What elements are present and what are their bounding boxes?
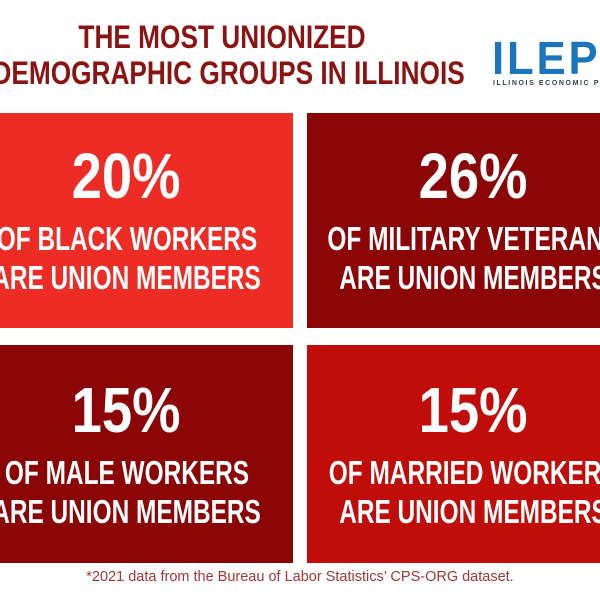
stat-card-male-workers: 15% OF MALE WORKERS ARE UNION MEMBERS [0,345,293,563]
stat-label-line1: OF MILITARY VETERANS [327,220,600,257]
stat-value: 26% [419,140,528,212]
stat-label-line2: ARE UNION MEMBERS [339,259,600,296]
stat-label-line2: ARE UNION MEMBERS [0,492,261,530]
stat-value: 20% [72,140,181,212]
stat-label-line1: OF BLACK WORKERS [0,220,257,257]
stat-card-black-workers: 20% OF BLACK WORKERS ARE UNION MEMBERS [0,113,293,328]
stat-label-line1: OF MARRIED WORKERS [329,453,600,491]
page-title: THE MOST UNIONIZED DEMOGRAPHIC GROUPS IN… [0,19,465,91]
stat-card-married-workers: 15% OF MARRIED WORKERS ARE UNION MEMBERS [307,345,600,563]
page-title-line2: DEMOGRAPHIC GROUPS IN ILLINOIS [0,55,465,91]
stat-card-military-veterans: 26% OF MILITARY VETERANS ARE UNION MEMBE… [307,113,600,328]
stat-value: 15% [72,373,181,446]
stat-value: 15% [419,373,528,446]
stat-label-line2: ARE UNION MEMBERS [0,259,261,296]
page-title-line1: THE MOST UNIONIZED [78,19,366,55]
ilepi-logo-caption: ILLINOIS ECONOMIC POLICY INSTITUTE [493,80,600,87]
source-footnote: *2021 data from the Bureau of Labor Stat… [86,569,514,585]
stat-label-line1: OF MALE WORKERS [4,453,249,491]
stat-label-line2: ARE UNION MEMBERS [339,492,600,530]
